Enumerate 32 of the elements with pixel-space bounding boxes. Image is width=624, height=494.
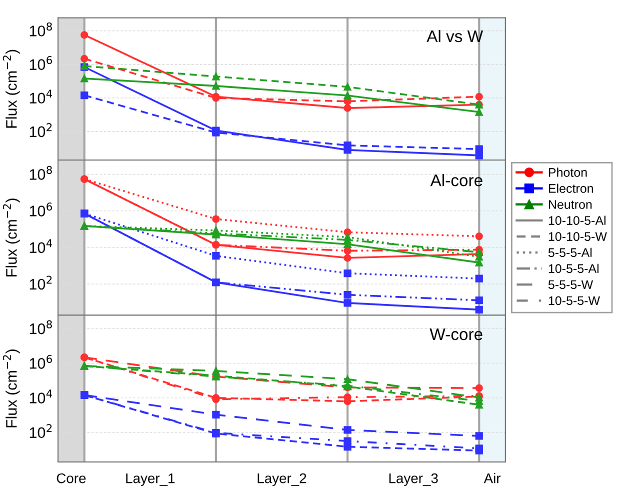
y-tick-label: 10$^{2}$ [30, 123, 52, 138]
legend-label: 10-5-5-Al [548, 264, 599, 274]
legend-label: Neutron [548, 200, 592, 209]
text: Al-core [430, 174, 482, 186]
y-tick-label: 10$^{2}$ [30, 276, 52, 290]
legend-label: 10-5-5-W [548, 296, 600, 306]
y-tick-label: 10$^{6}$ [30, 202, 52, 216]
y-axis-title: Flux (cm$^{−2}$) [2, 350, 20, 428]
y-tick-label: 10$^{6}$ [30, 56, 52, 70]
legend-label: Electron [548, 184, 593, 193]
legend-label: 5-5-5-W [548, 280, 594, 290]
y-tick-label: 10$^{2}$ [30, 424, 52, 438]
x-tick-label: Layer_1 [126, 474, 175, 486]
y-tick-label: 10$^{6}$ [30, 354, 52, 369]
y-tick-label: 10$^{4}$ [30, 239, 52, 254]
text: Al vs W [426, 30, 484, 42]
y-tick-label: 10$^{4}$ [30, 390, 52, 404]
legend-label: Photon [548, 168, 587, 177]
x-tick-label: Layer_3 [389, 473, 438, 486]
x-tick-label: Core [56, 473, 86, 484]
y-tick-label: 10$^{4}$ [30, 90, 52, 104]
legend-label: 10-10-5-W [548, 232, 607, 241]
x-tick-label: Air [484, 473, 501, 484]
y-tick-label: 10$^{8}$ [30, 166, 52, 180]
y-tick-label: 10$^{8}$ [30, 22, 52, 36]
y-axis-title: Flux (cm$^{−2}$) [2, 198, 20, 276]
legend-label: 5-5-5-Al [548, 248, 592, 257]
y-tick-label: 10$^{8}$ [30, 320, 52, 334]
y-axis-title: Flux (cm$^{−2}$) [2, 50, 20, 128]
legend-label: 10-10-5-Al [548, 216, 606, 225]
text: W-core [430, 328, 482, 340]
x-tick-label: Layer_2 [258, 473, 306, 486]
